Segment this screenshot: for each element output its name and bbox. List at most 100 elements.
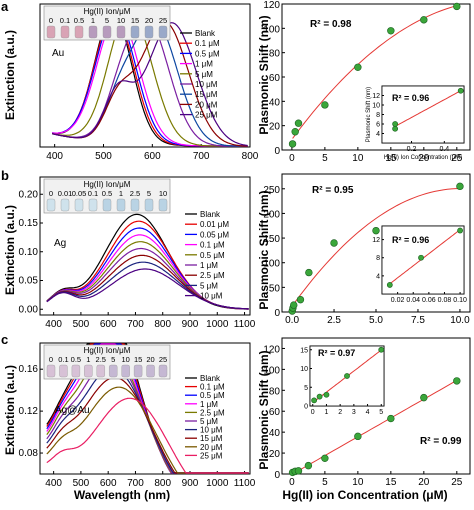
spectra-b-vial xyxy=(46,198,56,212)
shift-a-ylabel: Plasmonic Shift (nm) xyxy=(257,15,271,134)
spectra-a-legend-label: 5 μM xyxy=(195,70,213,79)
panel-letter-b: b xyxy=(1,168,9,183)
shift-c-inset-xtick-label: 4 xyxy=(366,409,370,416)
spectra-c-legend-label: 15 μM xyxy=(200,434,223,443)
spectra-a-legend-label: 20 μM xyxy=(195,100,218,109)
shift-c-inset-ytick-label: 0 xyxy=(304,404,308,411)
spectra-c-vial xyxy=(133,364,143,378)
spectra-c-legend-label: 1 μM xyxy=(200,400,218,409)
shift-c-inset-ytick-label: 10 xyxy=(300,366,308,373)
shift-c-point xyxy=(420,393,428,402)
spectra-b-ytick-label: 0.15 xyxy=(19,218,39,229)
spectra-a-vial-label: 0.5 xyxy=(74,16,84,25)
spectra-c-vial xyxy=(59,364,68,378)
spectra-a-vial xyxy=(144,25,154,39)
spectra-a-vial-label: 20 xyxy=(145,16,153,25)
shift-b-fit-line xyxy=(291,188,460,307)
spectra-a-vial xyxy=(74,25,84,39)
shift-b-inset-ytick-label: 8 xyxy=(376,255,380,262)
spectra-b-xtick-label: 1100 xyxy=(234,319,256,330)
spectra-c-legend-label: Blank xyxy=(200,374,221,383)
shift-c-inset-r2: R² = 0.97 xyxy=(318,348,355,358)
shift-b-inset-point xyxy=(457,227,463,234)
spectra-b-xtick-label: 1000 xyxy=(206,319,229,330)
shift-a-point xyxy=(294,119,303,127)
spectra-b-vial-label: 1 xyxy=(119,189,123,198)
shift-b-xtick-label: 2.5 xyxy=(327,315,341,326)
shift-c-point xyxy=(304,461,313,470)
shift-a-inset-ytick-label: 8 xyxy=(376,112,380,119)
shift-a-inset-xlabel: Hg(II) Ion Concentration (μM) xyxy=(384,155,462,161)
spectra-c-vial-label: 5 xyxy=(111,355,115,364)
shift-a-xtick-label: 10 xyxy=(352,153,364,164)
spectra-b-xtick-label: 600 xyxy=(100,319,117,330)
spectra-c-material-label: Ag@Au xyxy=(55,405,90,416)
shift-b-inset-xtick-label: 0.06 xyxy=(422,297,436,304)
shift-a-inset-xtick-label: 0.2 xyxy=(407,146,417,153)
shift-a-xtick-label: 25 xyxy=(451,153,463,164)
shift-c-ylabel: Plasmonic Shift (nm) xyxy=(257,350,271,469)
spectra-c-legend-label: 25 μM xyxy=(200,451,223,460)
shift-b-point xyxy=(372,226,380,235)
shift-a-xtick-label: 5 xyxy=(322,153,328,164)
spectra-b-series-8 xyxy=(46,268,249,310)
shift-b-ytick-label: 50 xyxy=(269,283,281,294)
shift-c-ytick-label: 100 xyxy=(263,365,280,376)
spectra-a-vial-label: 15 xyxy=(131,16,139,25)
shift-c-point xyxy=(387,414,395,423)
spectra-c-vial-label: 25 xyxy=(159,355,167,364)
spectra-c-vial-label: 0 xyxy=(49,355,53,364)
spectra-c-vial xyxy=(109,364,118,378)
shift-a-inset-point xyxy=(457,87,464,94)
shift-c-inset-point xyxy=(344,373,350,379)
spectra-c-legend-label: 10 μM xyxy=(200,426,223,435)
spectra-b-legend-label: 10 μM xyxy=(200,292,223,301)
shift-c-point xyxy=(294,467,303,475)
spectra-b-vial xyxy=(88,198,98,212)
shift-a-inset-ylabel: Plasmonic Shift (nm) xyxy=(366,87,372,142)
spectra-c-xtick-label: 700 xyxy=(127,478,144,489)
spectra-b-legend-label: 1 μM xyxy=(200,261,218,270)
shift-a-point xyxy=(453,2,461,11)
spectra-a-vial-label: 1 xyxy=(91,16,95,25)
spectra-c-xtick-label: 1100 xyxy=(234,478,256,489)
spectra-c-vial xyxy=(84,364,93,378)
spectra-b-ytick-label: 0.10 xyxy=(19,247,39,258)
spectra-c-frame xyxy=(39,342,251,475)
shift-a-inset-xtick-label: 0.4 xyxy=(439,146,449,153)
spectra-b-legend-label: 0.1 μM xyxy=(200,241,225,250)
spectra-a-vial xyxy=(102,25,112,39)
spectra-b-xtick-label: 900 xyxy=(182,319,199,330)
shift-b-point xyxy=(296,295,305,304)
spectra-b-vial-label: 10 xyxy=(159,189,167,198)
shift-a-fit-line xyxy=(292,5,457,139)
shift-b-xtick-label: 5.0 xyxy=(369,315,383,326)
spectra-a-series-8 xyxy=(52,22,248,147)
shift-b-inset-fit-line xyxy=(389,229,461,285)
shift-c-inset-point xyxy=(378,346,385,353)
shift-c-fit-line xyxy=(292,379,458,475)
spectra-a-legend-label: Blank xyxy=(195,29,216,38)
spectra-b-ytick-label: 0.20 xyxy=(19,189,39,200)
spectra-c-xtick-label: 1000 xyxy=(206,478,229,489)
spectra-c-vial xyxy=(146,364,155,378)
shift-c-inset-point xyxy=(316,393,323,400)
spectra-c-vial-title: Hg(II) Ion/μM xyxy=(84,346,131,355)
shift-a-point xyxy=(288,140,297,148)
spectra-b-vial-label: 0.01 xyxy=(58,189,73,198)
spectra-b-legend-label: 0.05 μM xyxy=(200,230,229,239)
shift-a-r2: R² = 0.98 xyxy=(310,19,352,30)
shift-c-point xyxy=(321,454,329,463)
shift-a-inset-ytick-label: 12 xyxy=(372,93,380,100)
shift-c-inset-xtick-label: 2 xyxy=(338,409,342,416)
shift-b-inset-point xyxy=(418,254,424,261)
shift-b-inset-ytick-label: 4 xyxy=(376,273,380,280)
shift-c-inset-point xyxy=(311,397,318,404)
spectra-c-xtick-label: 600 xyxy=(100,478,117,489)
spectra-c-vial-label: 15 xyxy=(134,355,142,364)
spectra-a-vial xyxy=(46,25,56,39)
spectra-b-xtick-label: 400 xyxy=(45,319,62,330)
shift-a-inset-ytick-label: 10 xyxy=(372,103,380,110)
shift-c-xtick-label: 25 xyxy=(451,477,463,488)
spectra-a-legend-label: 15 μM xyxy=(195,90,218,99)
